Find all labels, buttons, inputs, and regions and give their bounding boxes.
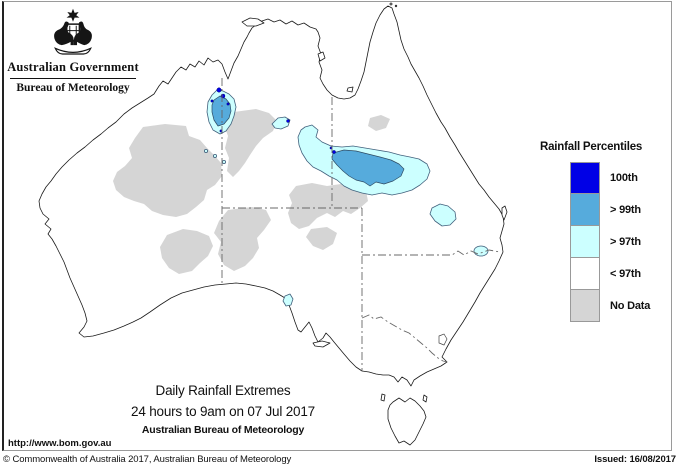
legend-rows: 100th > 99th > 97th < 97th No Data	[570, 162, 670, 322]
legend-swatch-lt97	[570, 258, 600, 290]
map-caption: Daily Rainfall Extremes 24 hours to 9am …	[60, 383, 386, 436]
header-divider	[10, 78, 136, 79]
legend-row-gt97: > 97th	[570, 226, 670, 258]
legend-title: Rainfall Percentiles	[540, 141, 643, 153]
act-border	[438, 333, 448, 346]
no-data-regions	[113, 109, 390, 274]
bom-url: http://www.bom.gov.au	[8, 438, 112, 449]
melville-island	[241, 17, 265, 27]
islands	[241, 2, 508, 446]
tasmania	[387, 397, 427, 446]
legend-swatch-gt97	[570, 226, 600, 258]
legend: Rainfall Percentiles 100th > 99th > 97th…	[540, 141, 670, 322]
coat-of-arms-icon	[54, 8, 92, 55]
copyright-text: © Commonwealth of Australia 2017, Austra…	[3, 454, 292, 465]
flinders-island	[422, 394, 428, 403]
caption-title: Daily Rainfall Extremes	[155, 383, 291, 398]
legend-label-100th: 100th	[610, 172, 638, 184]
rainfall-100th-spots	[210, 87, 336, 154]
patch-sa-coast	[282, 293, 294, 307]
state-borders	[221, 78, 501, 371]
australia-coastline	[38, 5, 505, 387]
legend-row-nodata: No Data	[570, 290, 670, 322]
legend-swatch-nodata	[570, 290, 600, 322]
groote-eylandt	[317, 51, 326, 62]
station-markers	[203, 148, 226, 164]
core-qld	[331, 149, 405, 187]
torres-strait-island	[394, 4, 398, 8]
patch-nt-east	[271, 116, 291, 130]
legend-swatch-gt99	[570, 194, 600, 226]
patch-qld-se	[429, 203, 457, 227]
gov-title: Australian Government	[7, 60, 139, 74]
issued-date: Issued: 16/08/2017	[594, 454, 676, 465]
legend-label-nodata: No Data	[610, 300, 651, 312]
legend-row-lt97: < 97th	[570, 258, 670, 290]
legend-label-lt97: < 97th	[610, 268, 641, 280]
legend-label-gt99: > 99th	[610, 204, 641, 216]
mornington-island	[346, 86, 354, 93]
rainfall-gt99-patches	[211, 95, 405, 187]
core-nt	[211, 95, 232, 127]
legend-swatch-100th	[570, 162, 600, 194]
caption-organisation: Australian Bureau of Meteorology	[141, 424, 305, 436]
government-header: Australian Government Bureau of Meteorol…	[4, 8, 142, 94]
bureau-title: Bureau of Meteorology	[16, 82, 130, 94]
caption-subtitle: 24 hours to 9am on 07 Jul 2017	[131, 404, 315, 419]
footer-strip: © Commonwealth of Australia 2017, Austra…	[0, 453, 680, 467]
legend-label-gt97: > 97th	[610, 236, 641, 248]
torres-strait-island	[389, 2, 393, 6]
legend-row-100th: 100th	[570, 162, 670, 194]
fraser-island	[501, 205, 508, 221]
king-island	[380, 393, 386, 402]
legend-row-gt99: > 99th	[570, 194, 670, 226]
kangaroo-island	[312, 340, 331, 348]
